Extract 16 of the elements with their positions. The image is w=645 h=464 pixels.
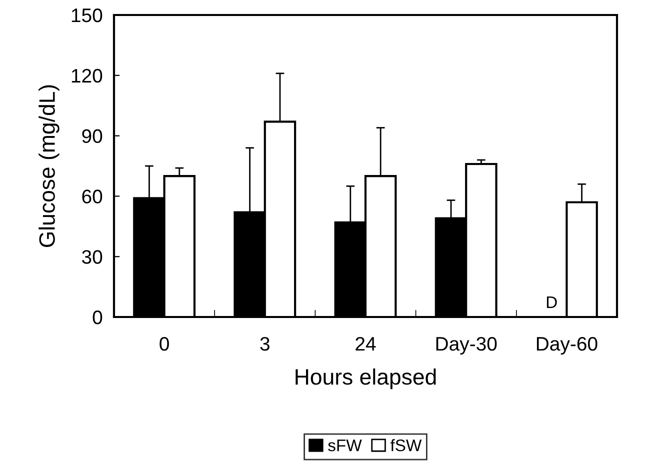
y-tick-label: 0 bbox=[92, 310, 102, 324]
x-axis-title: Hours elapsed bbox=[296, 368, 436, 390]
legend-label: sFW bbox=[328, 440, 362, 452]
x-tick-label: Day-60 bbox=[536, 336, 598, 355]
x-tick-label: Day-30 bbox=[436, 336, 497, 355]
legend-label: fSW bbox=[390, 439, 422, 452]
y-tick-label: 30 bbox=[82, 250, 102, 264]
annotation: D bbox=[546, 296, 557, 308]
x-tick-label: 24 bbox=[356, 336, 376, 351]
y-tick-label: 150 bbox=[72, 8, 102, 22]
x-tick-label: 3 bbox=[260, 336, 270, 351]
y-tick-label: 90 bbox=[82, 129, 102, 144]
y-axis-title: Glucose (mg/dL) bbox=[38, 85, 60, 248]
y-tick-label: 120 bbox=[72, 68, 102, 83]
x-tick-label: 0 bbox=[160, 336, 169, 351]
y-tick-label: 60 bbox=[82, 190, 102, 204]
